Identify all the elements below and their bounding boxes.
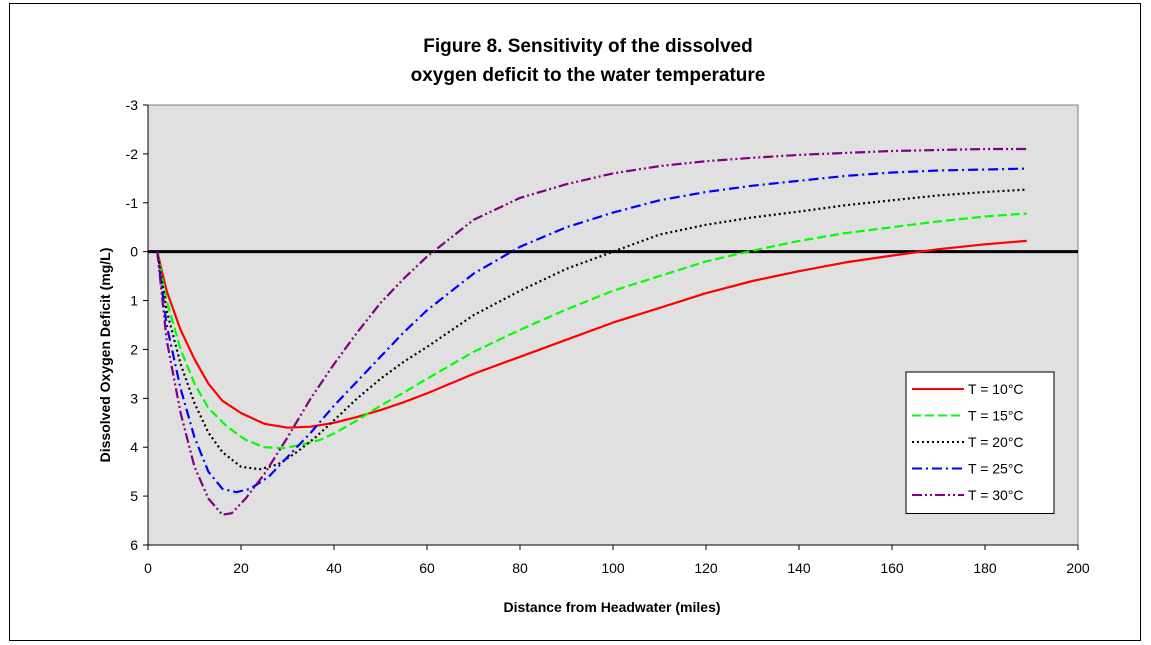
x-axis-title: Distance from Headwater (miles) xyxy=(503,599,720,615)
x-tick-label: 80 xyxy=(512,560,528,576)
x-tick-label: 120 xyxy=(694,560,718,576)
series-line-2 xyxy=(156,212,1027,450)
legend-label-2: T = 15°C xyxy=(968,408,1024,424)
y-tick-label: 2 xyxy=(130,341,138,357)
x-tick-label: 160 xyxy=(880,560,904,576)
series-line-4 xyxy=(156,167,1027,494)
y-tick-label: 4 xyxy=(130,439,138,455)
x-tick-label: 200 xyxy=(1066,560,1090,576)
x-tick-label: 180 xyxy=(973,560,997,576)
series-line-3 xyxy=(156,188,1027,471)
x-tick-label: 20 xyxy=(233,560,249,576)
legend-label-1: T = 10°C xyxy=(968,381,1024,397)
chart-title-line-2: oxygen deficit to the water temperature xyxy=(411,65,766,86)
x-tick-label: 40 xyxy=(326,560,342,576)
series-line-5 xyxy=(156,147,1027,516)
x-tick-label: 100 xyxy=(601,560,625,576)
y-tick-label: -3 xyxy=(126,97,139,113)
legend: T = 10°C T = 15°C T = 20°C T = 25°C T = 30°C xyxy=(905,371,1055,514)
y-tick-label: 1 xyxy=(130,293,138,309)
y-tick-label: -2 xyxy=(126,146,139,162)
x-tick-label: 60 xyxy=(419,560,435,576)
y-tick-label: 6 xyxy=(130,537,138,553)
series-line-1 xyxy=(156,239,1027,429)
y-axis-title: Dissolved Oxygen Deficit (mg/L) xyxy=(97,248,113,463)
chart-title-line-1: Figure 8. Sensitivity of the dissolved xyxy=(423,36,752,57)
y-tick-label: -1 xyxy=(126,195,139,211)
x-tick-label: 140 xyxy=(787,560,811,576)
legend-label-4: T = 25°C xyxy=(968,461,1024,477)
legend-label-5: T = 30°C xyxy=(968,487,1024,503)
y-tick-label: 3 xyxy=(130,390,138,406)
y-tick-label: 5 xyxy=(130,488,138,504)
legend-label-3: T = 20°C xyxy=(968,434,1024,450)
legend-box xyxy=(905,371,1055,514)
y-tick-label: 0 xyxy=(130,244,138,260)
x-tick-label: 0 xyxy=(144,560,152,576)
